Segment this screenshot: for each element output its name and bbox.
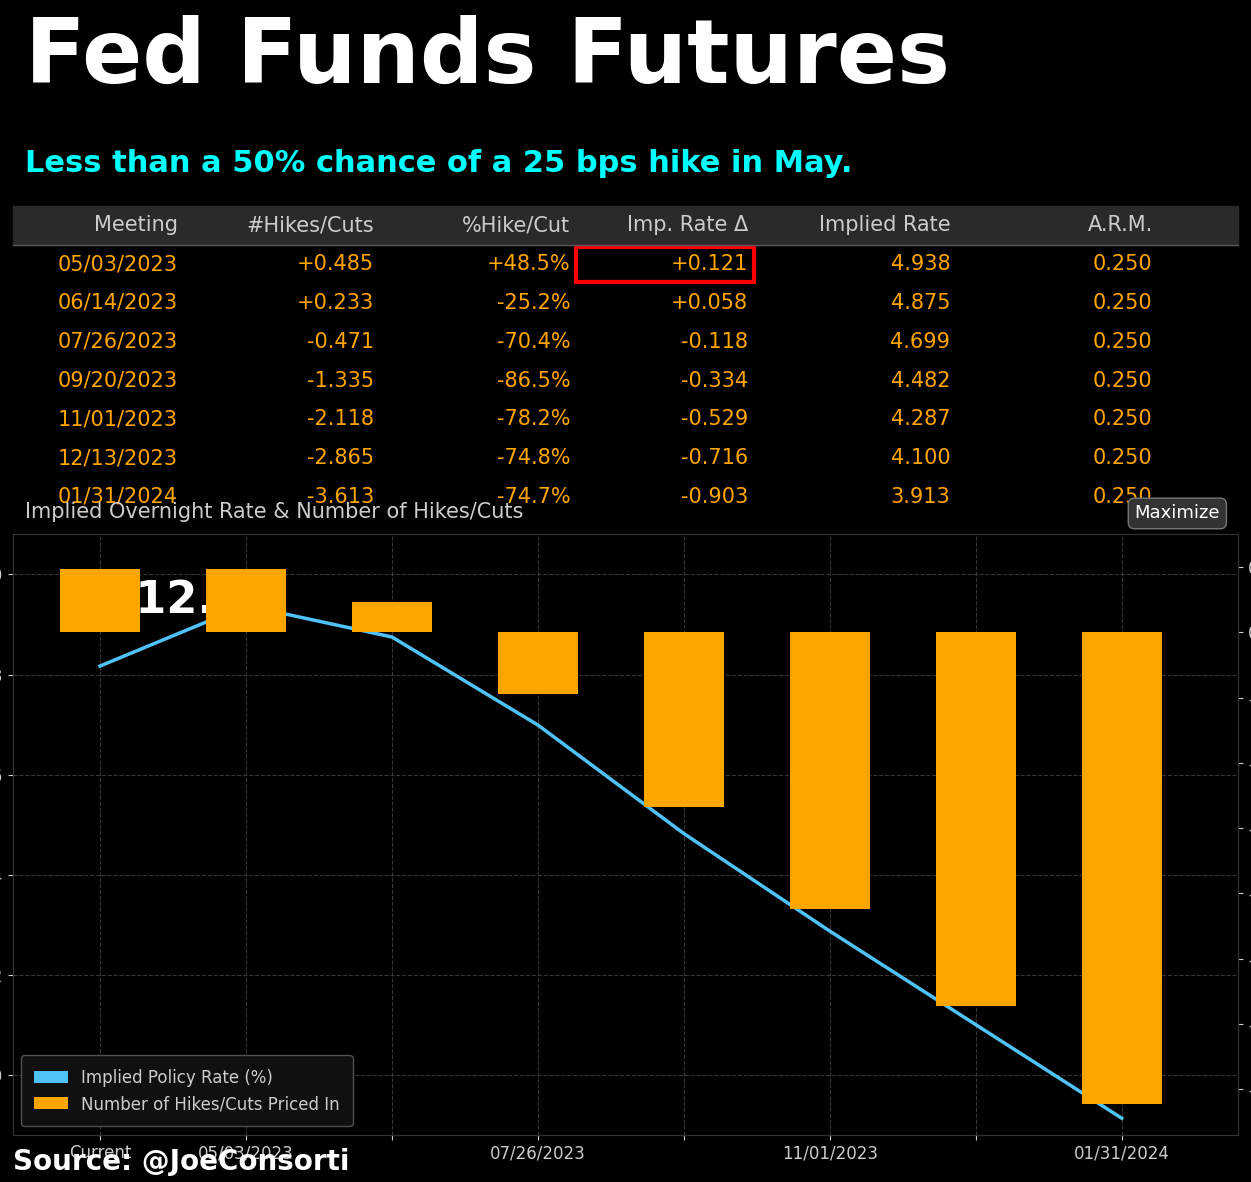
Text: 12/13/2023: 12/13/2023 xyxy=(58,448,178,468)
Bar xyxy=(644,632,724,806)
Text: 09/20/2023: 09/20/2023 xyxy=(58,370,178,390)
Text: 4.100: 4.100 xyxy=(891,448,951,468)
Text: 11/01/2023: 11/01/2023 xyxy=(58,409,178,429)
Text: -70.4%: -70.4% xyxy=(497,332,570,352)
Bar xyxy=(498,632,578,694)
Text: +12.1: +12.1 xyxy=(99,579,245,623)
Text: #Hikes/Cuts: #Hikes/Cuts xyxy=(246,215,374,235)
Text: -0.471: -0.471 xyxy=(306,332,374,352)
Text: 0.250: 0.250 xyxy=(1093,448,1152,468)
Text: 3.913: 3.913 xyxy=(891,487,951,507)
Text: 0.250: 0.250 xyxy=(1093,487,1152,507)
Text: -74.7%: -74.7% xyxy=(497,487,570,507)
Text: -0.903: -0.903 xyxy=(681,487,748,507)
Text: 0.250: 0.250 xyxy=(1093,409,1152,429)
Text: Meeting: Meeting xyxy=(94,215,178,235)
Legend: Implied Policy Rate (%), Number of Hikes/Cuts Priced In: Implied Policy Rate (%), Number of Hikes… xyxy=(21,1056,353,1126)
Text: -25.2%: -25.2% xyxy=(497,293,570,313)
Text: 0.250: 0.250 xyxy=(1093,332,1152,352)
Text: +0.233: +0.233 xyxy=(296,293,374,313)
Text: Maximize: Maximize xyxy=(1135,505,1220,522)
Text: Implied Overnight Rate & Number of Hikes/Cuts: Implied Overnight Rate & Number of Hikes… xyxy=(25,502,523,522)
Bar xyxy=(1082,632,1162,1104)
Text: Source: @JoeConsorti: Source: @JoeConsorti xyxy=(13,1148,349,1176)
Text: +48.5%: +48.5% xyxy=(487,254,570,274)
Text: -86.5%: -86.5% xyxy=(497,370,570,390)
Text: -1.335: -1.335 xyxy=(306,370,374,390)
Text: -2.865: -2.865 xyxy=(306,448,374,468)
Text: Implied Rate: Implied Rate xyxy=(818,215,951,235)
Text: 4.699: 4.699 xyxy=(891,332,951,352)
Text: -2.118: -2.118 xyxy=(308,409,374,429)
Text: +0.121: +0.121 xyxy=(671,254,748,274)
Text: Fed Funds Futures: Fed Funds Futures xyxy=(25,15,950,103)
Text: 4.482: 4.482 xyxy=(891,370,951,390)
Bar xyxy=(60,569,140,632)
Text: Imp. Rate Δ: Imp. Rate Δ xyxy=(627,215,748,235)
Text: %Hike/Cut: %Hike/Cut xyxy=(462,215,570,235)
Text: 0.250: 0.250 xyxy=(1093,254,1152,274)
Text: -0.118: -0.118 xyxy=(681,332,748,352)
Text: 06/14/2023: 06/14/2023 xyxy=(58,293,178,313)
Text: -3.613: -3.613 xyxy=(306,487,374,507)
Text: 05/03/2023: 05/03/2023 xyxy=(58,254,178,274)
Bar xyxy=(206,569,286,632)
Text: 0.250: 0.250 xyxy=(1093,370,1152,390)
Text: A.R.M.: A.R.M. xyxy=(1087,215,1152,235)
Bar xyxy=(13,206,1238,245)
Bar xyxy=(352,602,432,632)
Text: +0.485: +0.485 xyxy=(296,254,374,274)
Text: 01/31/2024: 01/31/2024 xyxy=(58,487,178,507)
Text: -74.8%: -74.8% xyxy=(497,448,570,468)
Bar xyxy=(936,632,1016,1006)
Text: -78.2%: -78.2% xyxy=(497,409,570,429)
Bar xyxy=(789,632,869,909)
Text: Less than a 50% chance of a 25 bps hike in May.: Less than a 50% chance of a 25 bps hike … xyxy=(25,149,852,178)
Text: 4.938: 4.938 xyxy=(891,254,951,274)
Text: 4.287: 4.287 xyxy=(891,409,951,429)
Text: 4.875: 4.875 xyxy=(891,293,951,313)
Text: 0.250: 0.250 xyxy=(1093,293,1152,313)
Text: -0.334: -0.334 xyxy=(681,370,748,390)
Text: -0.716: -0.716 xyxy=(681,448,748,468)
Text: +0.058: +0.058 xyxy=(671,293,748,313)
Text: -0.529: -0.529 xyxy=(681,409,748,429)
Text: 07/26/2023: 07/26/2023 xyxy=(58,332,178,352)
